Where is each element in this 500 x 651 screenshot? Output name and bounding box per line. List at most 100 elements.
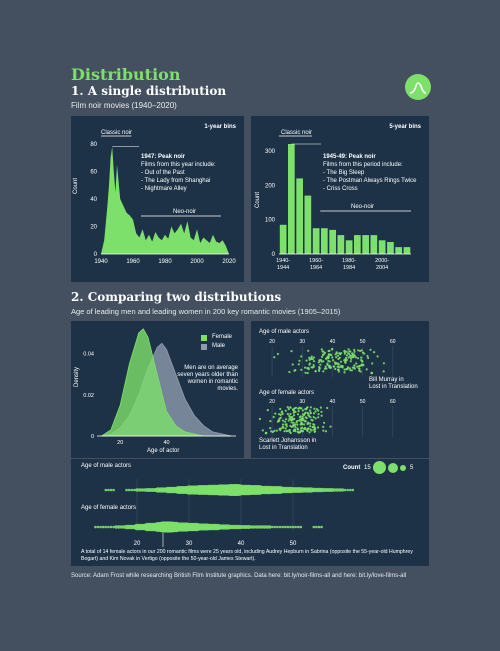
density-note-line: seven years older than <box>177 372 238 378</box>
female-dot <box>277 419 280 422</box>
female-bubble <box>317 525 321 529</box>
female-dot <box>326 406 329 410</box>
male-bubble <box>107 488 110 492</box>
male-dot <box>350 369 353 372</box>
legend-male-label: Male <box>212 343 226 349</box>
male-bubble <box>127 488 131 492</box>
female-outlier-note: Scarlett Johansson in <box>259 438 317 444</box>
female-bubble <box>299 525 303 529</box>
female-dot <box>284 427 287 430</box>
panel-1-year-bins: 0 20 40 60 80 1940 1960 1980 2000 2020 1-year bin… <box>71 116 244 282</box>
female-dot <box>302 417 305 420</box>
female-bubble <box>320 525 323 529</box>
male-dot <box>308 362 311 365</box>
male-dot <box>330 348 333 351</box>
male-dot <box>353 348 356 351</box>
male-outlier-note: Bill Murray in <box>369 377 404 383</box>
peak-annotation-line: Films from this year include: <box>141 162 216 168</box>
x-tick-label: 60 <box>390 399 396 405</box>
y-tick-label: 20 <box>90 225 97 231</box>
peak-annotation-line: - Out of the Past <box>141 170 185 176</box>
male-dot <box>273 356 276 359</box>
female-dot <box>314 410 317 413</box>
bar <box>395 247 402 254</box>
female-dot <box>322 425 325 428</box>
count-legend-bubble-mid <box>388 463 398 473</box>
female-dot <box>279 429 282 432</box>
male-dot <box>311 358 314 361</box>
female-dot <box>292 429 295 432</box>
bar <box>312 228 320 254</box>
female-dot <box>258 417 261 421</box>
y-axis-label: Count <box>73 177 79 194</box>
female-dot <box>312 412 316 415</box>
female-bubble <box>262 525 267 529</box>
male-strip-title: Age of male actors <box>259 329 310 335</box>
male-dot <box>353 350 356 353</box>
male-dot <box>357 357 360 360</box>
female-dot <box>284 409 287 412</box>
bar <box>279 224 287 254</box>
x-tick-label: 60 <box>390 339 396 345</box>
female-dot <box>306 429 309 432</box>
peak-annotation-line: Films from this period include: <box>323 162 403 168</box>
male-outlier-note: Lost in Translation <box>369 384 418 390</box>
male-dot <box>312 356 315 359</box>
male-dot <box>382 370 385 373</box>
male-dot <box>358 365 361 368</box>
bar <box>321 228 328 254</box>
peak-annotation-line: - The Big Sleep <box>323 170 365 176</box>
male-bubble <box>351 488 355 492</box>
female-outlier-note: Lost in Translation <box>259 445 308 451</box>
male-dot <box>312 360 316 363</box>
female-bubble <box>109 525 113 529</box>
female-dot <box>329 425 332 428</box>
female-dot <box>301 415 304 418</box>
panel-density: 0 0.02 0.04 20 40 Density Age of actor Femal… <box>71 321 244 458</box>
female-dot <box>303 423 306 426</box>
female-dot <box>281 423 285 426</box>
bin-label: 1-year bins <box>204 124 236 130</box>
y-axis-label: Count <box>255 191 261 208</box>
male-dot <box>340 352 343 355</box>
female-bubble <box>312 525 316 529</box>
female-dot <box>285 425 288 428</box>
female-dot <box>323 421 326 424</box>
legend-female-swatch <box>201 335 207 341</box>
x-tick-label: 20 <box>269 399 275 405</box>
female-dot <box>290 418 293 422</box>
count-legend-label: Count <box>343 465 361 471</box>
male-bubble <box>137 488 142 492</box>
male-dot <box>362 363 365 366</box>
male-dot <box>348 350 351 353</box>
female-dot <box>306 422 309 425</box>
male-dot <box>324 365 327 368</box>
bin-label: 5-year bins <box>389 124 421 130</box>
legend-female-label: Female <box>212 334 233 340</box>
chart-5-year-bins: 0 100 200 300 1940-1944 1960-1964 1980-1984 200… <box>265 135 411 271</box>
x-tick-label: 1960- <box>309 258 323 264</box>
female-dot <box>296 413 300 416</box>
female-dot <box>303 419 306 422</box>
female-dot <box>319 406 322 409</box>
male-dot <box>288 370 291 374</box>
male-dot <box>337 366 341 369</box>
bar <box>288 144 295 254</box>
male-bubble <box>332 488 337 492</box>
male-dot <box>308 356 311 359</box>
male-dot <box>336 368 340 371</box>
male-dot <box>369 348 372 351</box>
female-dot <box>284 423 287 426</box>
x-tick-label: 30 <box>299 399 305 405</box>
male-dot <box>337 357 340 361</box>
y-tick-label: 100 <box>265 218 276 224</box>
male-dot <box>304 366 307 369</box>
female-dot <box>261 429 264 432</box>
female-dot <box>288 428 291 432</box>
male-dot <box>341 366 344 369</box>
male-dot <box>318 369 321 372</box>
male-dot <box>360 349 363 352</box>
count-legend-max: 15 <box>364 465 371 471</box>
female-dot <box>313 423 316 426</box>
female-outlier-dot <box>264 431 268 435</box>
